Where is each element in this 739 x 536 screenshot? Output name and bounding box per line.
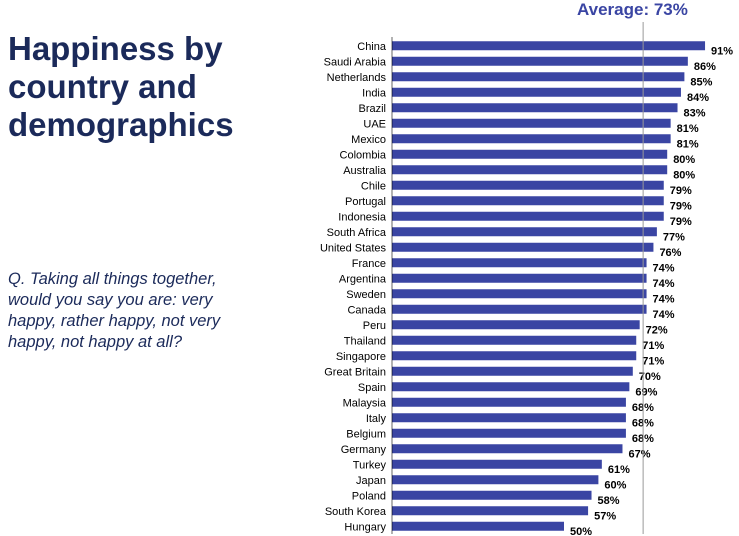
category-label: Italy	[366, 413, 387, 425]
bar	[392, 366, 633, 376]
value-label: 79%	[670, 216, 692, 228]
category-label: Germany	[341, 444, 387, 456]
bar	[392, 196, 664, 206]
value-label: 76%	[659, 247, 681, 259]
average-label: Average: 73%	[577, 0, 688, 19]
category-label: South Korea	[325, 506, 387, 518]
value-label: 86%	[694, 61, 716, 73]
value-label: 74%	[653, 262, 675, 274]
category-label: South Africa	[327, 227, 387, 239]
category-label: Poland	[352, 490, 386, 502]
value-label: 81%	[677, 138, 699, 150]
bar	[392, 475, 599, 485]
bar	[392, 87, 681, 97]
bar	[392, 506, 589, 516]
value-label: 58%	[598, 495, 620, 507]
bar	[392, 242, 654, 252]
category-label: Japan	[356, 475, 386, 487]
bar	[392, 227, 657, 237]
value-label: 77%	[663, 231, 685, 243]
category-label: China	[357, 41, 387, 53]
bar	[392, 444, 623, 454]
category-label: UAE	[363, 118, 386, 130]
value-label: 74%	[653, 309, 675, 321]
value-label: 83%	[684, 107, 706, 119]
bar	[392, 304, 647, 314]
bar	[392, 149, 668, 159]
category-label: India	[362, 87, 387, 99]
bar	[392, 103, 678, 113]
bar	[392, 134, 671, 144]
bar	[392, 211, 664, 221]
bar	[392, 320, 640, 330]
category-label: Great Britain	[324, 366, 386, 378]
value-label: 84%	[687, 92, 709, 104]
bar	[392, 56, 688, 66]
bar	[392, 118, 671, 128]
value-label: 71%	[642, 355, 664, 367]
category-label: Mexico	[351, 134, 386, 146]
category-label: Saudi Arabia	[324, 56, 387, 68]
bar	[392, 428, 626, 438]
category-label: Turkey	[353, 459, 387, 471]
bar	[392, 180, 664, 190]
category-label: Thailand	[344, 335, 386, 347]
bar	[392, 351, 637, 361]
value-label: 74%	[653, 293, 675, 305]
value-label: 71%	[642, 340, 664, 352]
bar	[392, 41, 706, 51]
category-label: Netherlands	[327, 72, 387, 84]
bar	[392, 397, 626, 407]
category-label: Colombia	[340, 149, 387, 161]
bar	[392, 258, 647, 268]
bar	[392, 72, 685, 82]
page-title: Happiness by country and demographics	[8, 30, 234, 143]
value-label: 80%	[673, 154, 695, 166]
bar	[392, 459, 602, 469]
bar	[392, 165, 668, 175]
value-label: 79%	[670, 200, 692, 212]
category-label: Sweden	[346, 289, 386, 301]
category-label: Argentina	[339, 273, 387, 285]
value-label: 79%	[670, 185, 692, 197]
category-label: Singapore	[336, 351, 386, 363]
value-label: 81%	[677, 123, 699, 135]
value-label: 72%	[646, 324, 668, 336]
value-label: 50%	[570, 526, 592, 536]
value-label: 57%	[594, 510, 616, 522]
category-label: Brazil	[358, 103, 386, 115]
bar	[392, 413, 626, 423]
value-label: 70%	[639, 371, 661, 383]
value-label: 69%	[635, 386, 657, 398]
category-label: Chile	[361, 180, 386, 192]
category-label: Belgium	[346, 428, 386, 440]
value-label: 67%	[628, 448, 650, 460]
value-label: 91%	[711, 45, 733, 57]
value-label: 85%	[690, 76, 712, 88]
bar	[392, 521, 564, 531]
category-label: Canada	[347, 304, 386, 316]
bar	[392, 490, 592, 500]
category-label: Peru	[363, 320, 386, 332]
category-label: United States	[320, 242, 387, 254]
category-label: Portugal	[345, 196, 386, 208]
category-label: Hungary	[344, 521, 386, 533]
category-label: Australia	[343, 165, 387, 177]
category-label: Spain	[358, 382, 386, 394]
value-label: 61%	[608, 464, 630, 476]
category-label: Malaysia	[343, 397, 387, 409]
bar	[392, 382, 630, 392]
bar	[392, 289, 647, 299]
value-label: 60%	[604, 479, 626, 491]
value-label: 80%	[673, 169, 695, 181]
value-label: 74%	[653, 278, 675, 290]
bar	[392, 335, 637, 345]
bar	[392, 273, 647, 283]
survey-question: Q. Taking all things together, would you…	[8, 270, 221, 351]
category-label: France	[352, 258, 386, 270]
category-label: Indonesia	[338, 211, 387, 223]
